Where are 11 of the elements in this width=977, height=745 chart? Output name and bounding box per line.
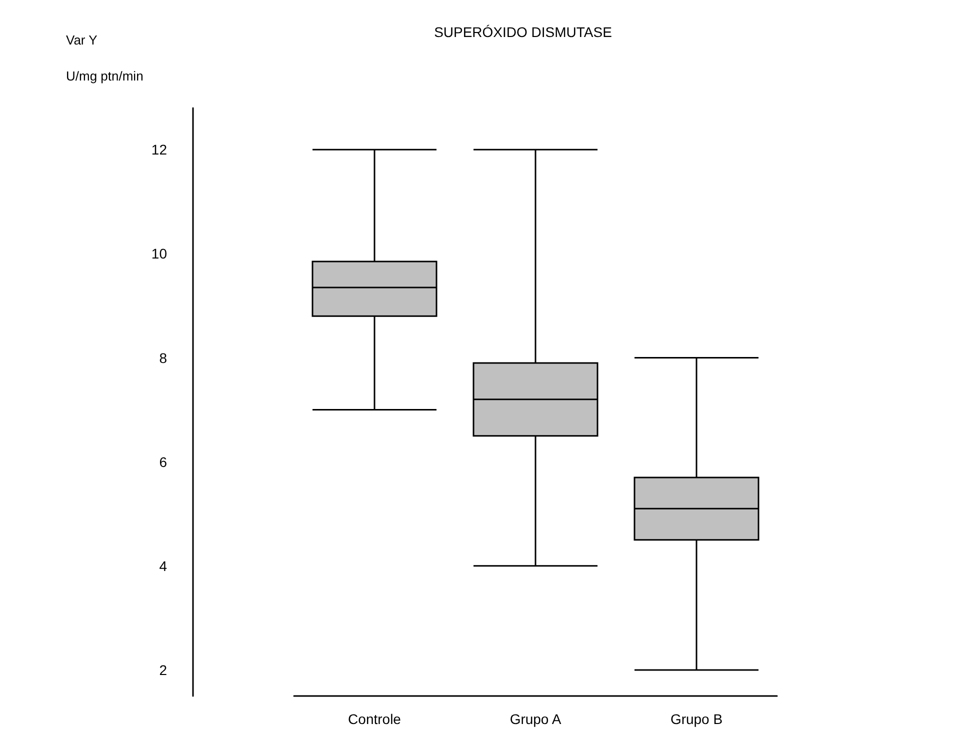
text: Var Y U/mg ptn/min <box>66 32 144 84</box>
y-tick-label: 8 <box>159 350 168 366</box>
y-tick-label: 2 <box>159 662 168 678</box>
y-tick-label: 4 <box>159 558 168 574</box>
y-tick-label: 12 <box>151 142 168 158</box>
y-tick-label: 6 <box>159 454 168 470</box>
chart-title: SUPERÓXIDO DISMUTASE <box>434 24 612 40</box>
x-tick-label: Grupo A <box>510 711 562 727</box>
x-tick-label: Controle <box>348 711 402 727</box>
x-tick-label: Grupo B <box>670 711 723 727</box>
y-tick-label: 10 <box>151 246 168 262</box>
